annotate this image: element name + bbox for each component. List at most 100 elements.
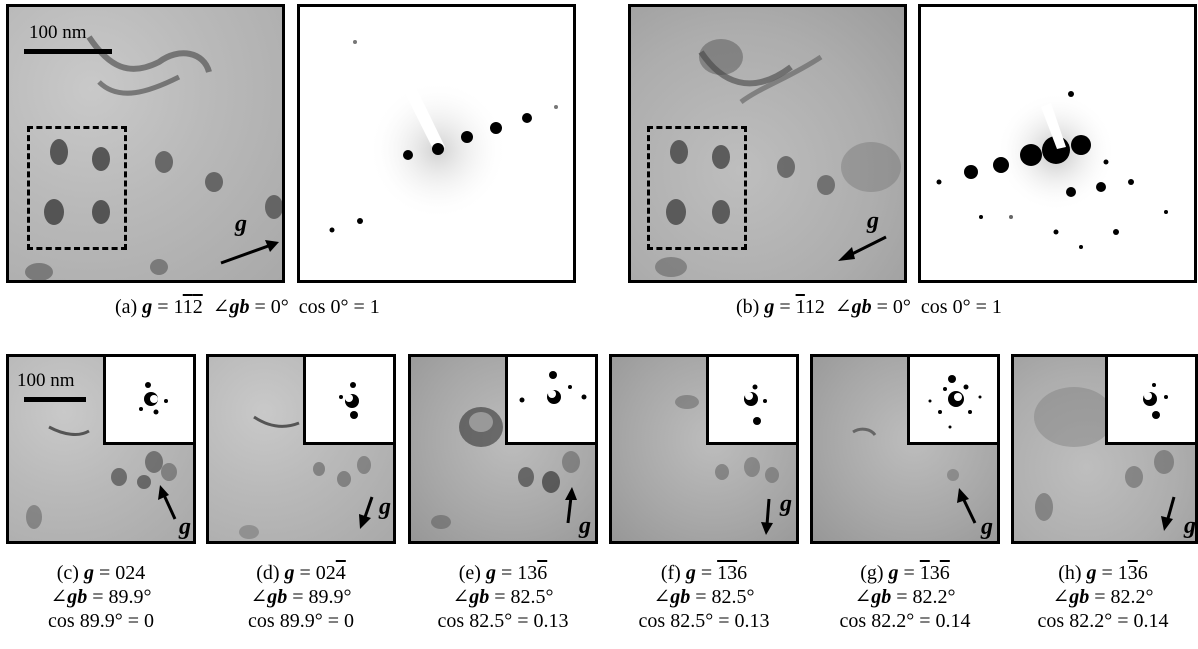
g-vector-label: g: [780, 491, 792, 517]
diffraction-inset-d: [303, 357, 393, 445]
micrograph-f-features: [675, 395, 779, 535]
caption-a-equals: =: [157, 296, 169, 318]
caption-g-angle: = 82.2°: [896, 586, 956, 608]
caption-g-line3: cos 82.2° = 0.14: [839, 610, 971, 632]
caption-a-angle: = 0°: [254, 296, 289, 318]
micrograph-h-features: [1034, 387, 1176, 531]
caption-e: (e) g = 136 ∠gb = 82.5° cos 82.5° = 0.13: [408, 561, 598, 633]
caption-a-g-bar2: 2: [192, 296, 203, 318]
caption-g-equals: =: [903, 562, 915, 584]
caption-a-g: g: [142, 296, 153, 318]
caption-a-g-value: 1: [173, 296, 183, 318]
caption-f-line1: (f) g = 136: [609, 561, 799, 585]
caption-c-line3: cos 89.9° = 0: [48, 610, 154, 632]
caption-f: (f) g = 136 ∠gb = 82.5° cos 82.5° = 0.13: [609, 561, 799, 633]
micrograph-a-features: [25, 35, 282, 280]
caption-f-line3: cos 82.5° = 0.13: [638, 610, 770, 632]
diffraction-pattern-a: [297, 4, 576, 283]
scale-bar: [24, 49, 112, 54]
caption-e-g-plain: 13: [517, 562, 538, 584]
caption-g-line2: ∠gb = 82.2°: [854, 586, 956, 608]
g-vector-label: g: [981, 514, 993, 540]
caption-d-g: g: [284, 562, 295, 584]
caption-e-g-bar: 6: [537, 562, 548, 584]
caption-h-g-plain-a: 1: [1117, 562, 1128, 584]
inset-e-spots: [519, 371, 587, 404]
caption-b-angle: = 0°: [876, 296, 911, 318]
caption-f-letter: (f): [660, 562, 681, 584]
caption-b-g-bar: 1: [795, 296, 805, 318]
caption-c-g-value: 024: [115, 562, 146, 584]
caption-a-letter: (a): [115, 296, 138, 318]
caption-f-g: g: [685, 562, 696, 584]
caption-e-g: g: [485, 562, 496, 584]
caption-a: (a) g = 112 ∠gb = 0° cos 0° = 1: [115, 297, 380, 317]
caption-b-gb: gb: [851, 296, 872, 318]
caption-g-g-plain: 3: [929, 562, 940, 584]
caption-e-angle: = 82.5°: [494, 586, 554, 608]
g-vector-label: g: [179, 514, 191, 540]
caption-f-g-bar: 13: [717, 562, 738, 584]
caption-f-g-plain: 6: [737, 562, 748, 584]
caption-c-angle: = 89.9°: [92, 586, 152, 608]
caption-b-letter: (b): [736, 296, 760, 318]
caption-b: (b) g = 112 ∠gb = 0° cos 0° = 1: [736, 297, 1002, 317]
micrograph-d-features: [239, 415, 374, 539]
caption-b-g: g: [764, 296, 775, 318]
region-of-interest-box: [647, 126, 747, 250]
micrograph-b-features: [655, 39, 901, 277]
diffraction-inset-f: [706, 357, 796, 445]
inset-f-spots: [744, 384, 767, 425]
diffraction-a-spots: [329, 40, 558, 233]
region-of-interest-box: [27, 126, 127, 250]
caption-g-g-bar-b: 6: [939, 562, 950, 584]
caption-f-angle: = 82.5°: [695, 586, 755, 608]
diffraction-inset-g: [907, 357, 997, 445]
caption-d-angle: = 89.9°: [292, 586, 352, 608]
micrograph-e: g: [408, 354, 598, 544]
caption-c-letter: (c): [56, 562, 79, 584]
diffraction-inset-c: [103, 357, 193, 445]
caption-b-equals: =: [779, 296, 791, 318]
scale-bar: [24, 397, 86, 402]
caption-e-equals: =: [500, 562, 513, 584]
diffraction-pattern-b: [918, 4, 1197, 283]
diffraction-inset-e: [505, 357, 595, 445]
caption-g-line1: (g) g = 136: [810, 561, 1000, 585]
caption-a-cos: cos 0° = 1: [298, 296, 380, 318]
caption-c-line2: ∠gb = 89.9°: [50, 586, 152, 608]
caption-h-line1: (h) g = 136: [1008, 561, 1198, 585]
micrograph-g: g: [810, 354, 1000, 544]
caption-h-g: g: [1086, 562, 1097, 584]
micrograph-h: g: [1011, 354, 1198, 544]
caption-e-line3: cos 82.5° = 0.13: [437, 610, 569, 632]
caption-d-line1: (d) g = 024: [206, 561, 396, 585]
inset-c-spots: [139, 382, 168, 415]
inset-d-spots: [339, 382, 359, 419]
caption-f-equals: =: [700, 562, 713, 584]
scale-bar-label: 100 nm: [17, 370, 75, 391]
caption-h-equals: =: [1101, 562, 1113, 584]
caption-a-angle-symbol: ∠: [212, 296, 230, 318]
diffraction-inset-h: [1105, 357, 1195, 445]
g-vector-label: g: [1184, 513, 1196, 539]
g-vector-label: g: [235, 211, 247, 237]
caption-h: (h) g = 136 ∠gb = 82.2° cos 82.2° = 0.14: [1008, 561, 1198, 633]
diffraction-b-spots: [936, 91, 1168, 249]
caption-d-g-plain: 02: [315, 562, 336, 584]
micrograph-c-features: [26, 425, 177, 529]
caption-h-angle: = 82.2°: [1094, 586, 1154, 608]
caption-c: (c) g = 024 ∠gb = 89.9° cos 89.9° = 0: [6, 561, 196, 633]
micrograph-d: g: [206, 354, 396, 544]
caption-d: (d) g = 024 ∠gb = 89.9° cos 89.9° = 0: [206, 561, 396, 633]
caption-c-line1: (c) g = 024: [6, 561, 196, 585]
caption-b-angle-symbol: ∠: [834, 296, 852, 318]
micrograph-f: g: [609, 354, 799, 544]
micrograph-b: g: [628, 4, 907, 283]
caption-c-equals: =: [98, 562, 111, 584]
micrograph-g-features: [852, 427, 977, 524]
caption-d-equals: =: [299, 562, 311, 584]
micrograph-c: 100 nm g: [6, 354, 196, 544]
g-vector-label: g: [867, 208, 879, 234]
caption-d-line2: ∠gb = 89.9°: [250, 586, 352, 608]
